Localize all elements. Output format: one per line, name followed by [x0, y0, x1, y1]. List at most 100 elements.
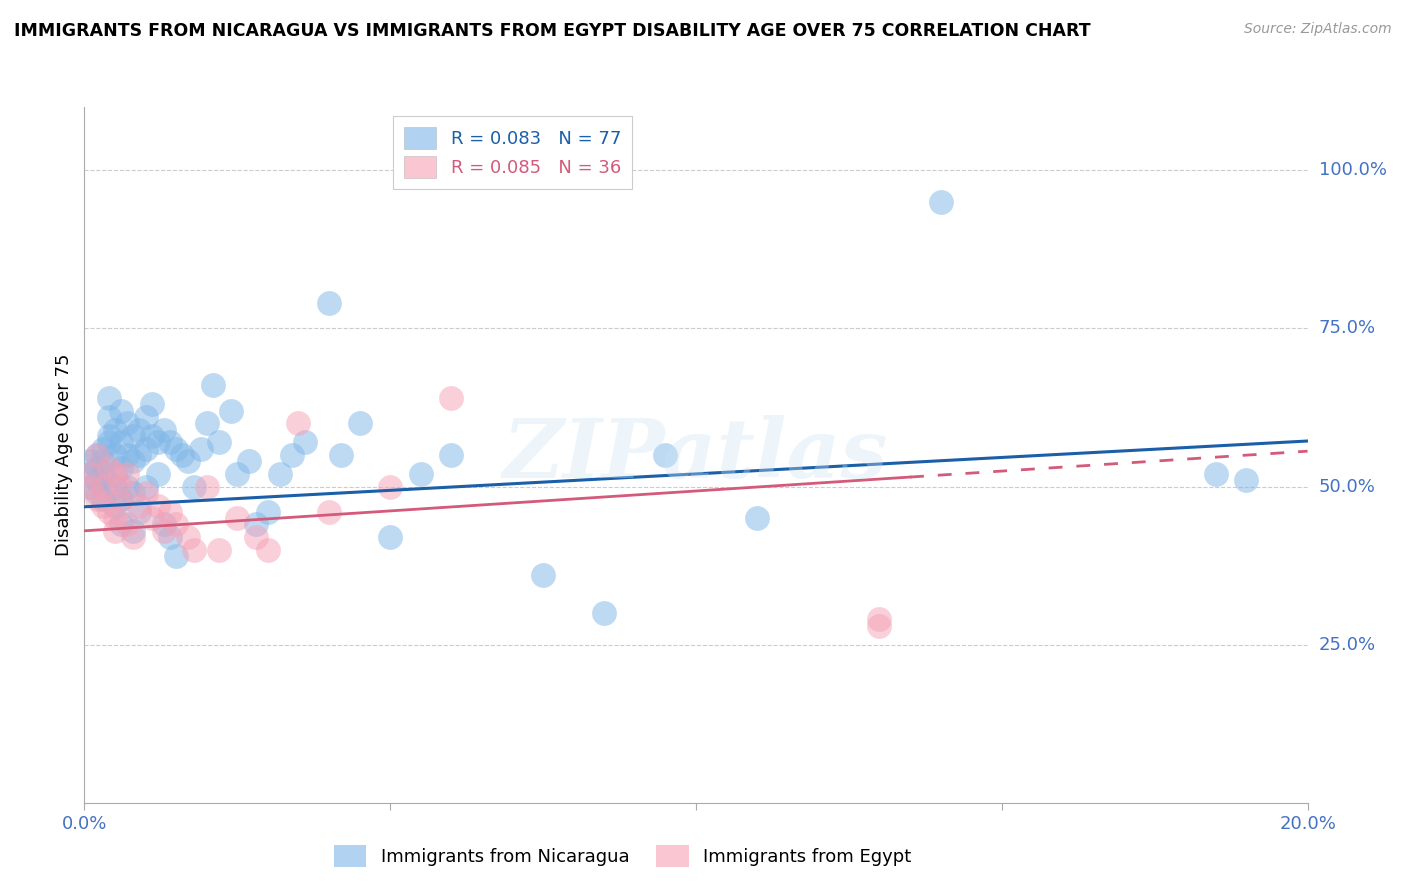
Point [91, 467, 114, 481]
Y-axis label: Disability Age Over 75: Disability Age Over 75 [55, 353, 73, 557]
Point [110, 492, 132, 507]
Point [135, 442, 157, 456]
Point [531, 568, 554, 582]
Point [104, 499, 127, 513]
Point [165, 442, 187, 456]
Point [177, 530, 200, 544]
Point [110, 460, 132, 475]
Point [257, 505, 280, 519]
Point [159, 530, 181, 544]
Point [91, 479, 114, 493]
Point [159, 435, 181, 450]
Point [104, 448, 127, 462]
Point [122, 524, 145, 538]
Point [1205, 467, 1227, 481]
Point [79, 467, 101, 481]
Point [91, 479, 114, 493]
Point [115, 479, 138, 493]
Point [86, 473, 108, 487]
Point [172, 448, 194, 462]
Text: 100.0%: 100.0% [1319, 161, 1386, 179]
Point [146, 435, 169, 450]
Point [104, 467, 127, 481]
Point [929, 194, 952, 209]
Text: IMMIGRANTS FROM NICARAGUA VS IMMIGRANTS FROM EGYPT DISABILITY AGE OVER 75 CORREL: IMMIGRANTS FROM NICARAGUA VS IMMIGRANTS … [14, 22, 1091, 40]
Point [86, 492, 108, 507]
Point [318, 296, 340, 310]
Point [104, 524, 127, 538]
Point [97, 505, 120, 519]
Point [141, 397, 163, 411]
Point [153, 524, 176, 538]
Point [380, 530, 402, 544]
Point [195, 479, 218, 493]
Point [219, 403, 242, 417]
Point [201, 378, 224, 392]
Text: Source: ZipAtlas.com: Source: ZipAtlas.com [1244, 22, 1392, 37]
Point [159, 505, 181, 519]
Point [128, 423, 150, 437]
Point [110, 517, 132, 532]
Point [110, 403, 132, 417]
Point [294, 435, 316, 450]
Point [153, 423, 176, 437]
Point [380, 479, 402, 493]
Point [141, 511, 163, 525]
Point [128, 505, 150, 519]
Point [257, 542, 280, 557]
Text: 75.0%: 75.0% [1319, 319, 1376, 337]
Point [183, 542, 205, 557]
Point [79, 479, 101, 493]
Point [208, 542, 231, 557]
Point [122, 454, 145, 468]
Point [440, 448, 463, 462]
Point [135, 486, 157, 500]
Point [115, 517, 138, 532]
Point [104, 511, 127, 525]
Point [79, 479, 101, 493]
Point [146, 499, 169, 513]
Point [86, 486, 108, 500]
Point [141, 429, 163, 443]
Point [91, 499, 114, 513]
Point [97, 391, 120, 405]
Point [1234, 473, 1257, 487]
Point [104, 479, 127, 493]
Point [135, 409, 157, 424]
Point [97, 409, 120, 424]
Point [128, 448, 150, 462]
Legend: Immigrants from Nicaragua, Immigrants from Egypt: Immigrants from Nicaragua, Immigrants fr… [326, 838, 918, 874]
Point [86, 460, 108, 475]
Point [245, 530, 267, 544]
Point [269, 467, 291, 481]
Point [91, 442, 114, 456]
Point [97, 435, 120, 450]
Point [110, 492, 132, 507]
Text: 50.0%: 50.0% [1319, 477, 1375, 496]
Point [122, 530, 145, 544]
Point [281, 448, 304, 462]
Point [177, 454, 200, 468]
Point [330, 448, 353, 462]
Point [869, 618, 891, 632]
Point [349, 417, 371, 431]
Text: 25.0%: 25.0% [1319, 636, 1376, 654]
Point [97, 429, 120, 443]
Point [91, 454, 114, 468]
Point [104, 467, 127, 481]
Point [593, 606, 616, 620]
Point [409, 467, 432, 481]
Point [165, 517, 187, 532]
Point [115, 448, 138, 462]
Point [287, 417, 309, 431]
Point [153, 517, 176, 532]
Point [238, 454, 260, 468]
Point [318, 505, 340, 519]
Point [245, 517, 267, 532]
Point [190, 442, 212, 456]
Point [128, 499, 150, 513]
Point [135, 479, 157, 493]
Point [110, 479, 132, 493]
Point [104, 423, 127, 437]
Point [86, 448, 108, 462]
